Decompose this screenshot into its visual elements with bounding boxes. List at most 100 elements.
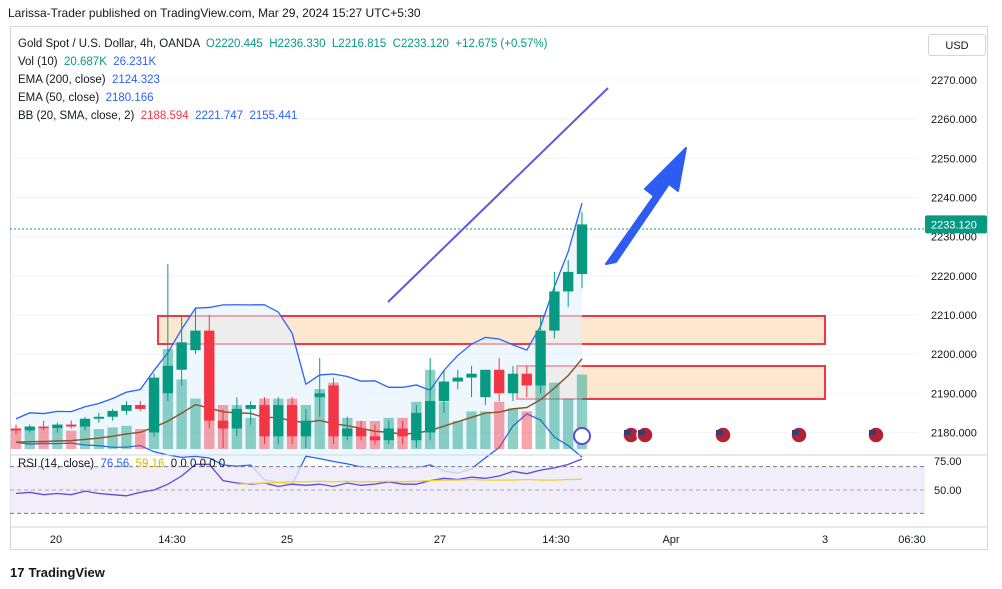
- ema50-value: 2180.166: [105, 92, 154, 104]
- candle-body: [204, 330, 215, 421]
- rsi-tick-label: 75.00: [934, 456, 962, 468]
- time-tick-label: 20: [50, 534, 62, 546]
- price-tick-label: 2270.000: [931, 75, 977, 87]
- legend-ema200-row[interactable]: EMA (200, close) 2124.323: [18, 71, 547, 89]
- ema200-value: 2124.323: [111, 74, 160, 86]
- candle-body: [38, 426, 49, 429]
- time-axis: 20 14:30 25 27 14:30 Apr 3 06:30: [10, 526, 988, 546]
- volume-bar: [79, 425, 91, 449]
- flag-canton: [792, 430, 799, 435]
- bb-label: BB (20, SMA, close, 2): [18, 110, 135, 122]
- candle-body: [466, 373, 477, 378]
- volume-bar: [480, 411, 491, 449]
- ema-path: [15, 358, 583, 443]
- candle-body: [521, 373, 532, 386]
- candle-body: [549, 291, 560, 331]
- volume-bar: [190, 398, 201, 449]
- bb-upper-line: [15, 202, 583, 420]
- candle-body: [135, 405, 146, 409]
- bb-basis-value: 2188.594: [140, 110, 189, 122]
- candle-body: [397, 428, 408, 437]
- ohlc-high: H2236.330: [269, 38, 326, 50]
- lightning-event-icon: [573, 427, 591, 445]
- last-price-badge: [925, 215, 987, 234]
- candle-body: [286, 405, 298, 437]
- chart-legend: Gold Spot / U.S. Dollar, 4h, OANDA O2220…: [18, 35, 547, 125]
- candle-body: [314, 393, 325, 398]
- candle-body: [273, 405, 284, 437]
- publisher-line: Larissa-Trader published on TradingView.…: [8, 6, 421, 20]
- legend-vol-row[interactable]: Vol (10) 20.687K 26.231K: [18, 53, 547, 71]
- price-tick-label: 2260.000: [931, 114, 977, 126]
- rsi-extra-values: 0 0 0 0 0 0: [170, 458, 226, 470]
- volume-bar: [135, 429, 146, 449]
- volume-bar: [452, 421, 463, 449]
- ohlc-change: +12.675 (+0.57%): [455, 38, 548, 50]
- candle-body: [66, 424, 77, 427]
- price-tick-label: 2230.000: [931, 232, 977, 244]
- volume-bar: [563, 398, 574, 449]
- candle-body: [231, 408, 243, 429]
- rsi-legend[interactable]: RSI (14, close) 76.56 59.16 0 0 0 0 0 0: [18, 458, 225, 470]
- flag-canton: [869, 430, 876, 435]
- currency-button[interactable]: USD: [928, 34, 986, 56]
- candle-body: [121, 405, 132, 411]
- candle-body: [383, 428, 394, 441]
- volume-bar: [521, 411, 532, 449]
- price-axis: 2180.000 2190.000 2200.000 2210.000 2220.000…: [925, 75, 987, 439]
- event-markers: [573, 426, 885, 445]
- price-tick-label: 2240.000: [931, 192, 977, 204]
- candle-body: [300, 420, 312, 437]
- rsi-line: [15, 458, 583, 497]
- volume-bar: [38, 429, 49, 449]
- bb-upper-value: 2221.747: [195, 110, 244, 122]
- candle-body: [24, 426, 35, 431]
- legend-ema50-row[interactable]: EMA (50, close) 2180.166: [18, 89, 547, 107]
- volume-bar: [245, 417, 256, 449]
- time-tick-label: 06:30: [898, 534, 926, 546]
- time-tick-label: Apr: [662, 534, 679, 546]
- ema50-label: EMA (50, close): [18, 92, 100, 104]
- time-tick-label: 3: [822, 534, 828, 546]
- time-tick-label: 27: [434, 534, 446, 546]
- volume-bar: [314, 389, 325, 449]
- candle-body: [438, 381, 450, 402]
- candle-body: [190, 330, 201, 351]
- ohlc-close: C2233.120: [392, 38, 449, 50]
- symbol-title: Gold Spot / U.S. Dollar, 4h, OANDA: [18, 38, 200, 50]
- time-tick-label: 14:30: [542, 534, 570, 546]
- candle-body: [535, 330, 546, 386]
- vol-ma-value: 26.231K: [113, 56, 157, 68]
- ema200-label: EMA (200, close): [18, 74, 106, 86]
- candle-body: [563, 271, 574, 292]
- trend-line: [387, 87, 609, 303]
- candle-body: [576, 224, 588, 275]
- price-tick-label: 2250.000: [931, 153, 977, 165]
- price-tick-label: 2210.000: [931, 310, 977, 322]
- price-tick-label: 2220.000: [931, 271, 977, 283]
- flag-canton: [624, 430, 631, 435]
- candle-body: [162, 365, 174, 394]
- rsi-value: 76.56: [100, 458, 130, 470]
- tradingview-logo[interactable]: 17 TradingView: [10, 565, 105, 580]
- candle-body: [52, 424, 63, 429]
- price-tick-label: 2190.000: [931, 388, 977, 400]
- volume-bar: [66, 430, 77, 449]
- legend-bb-row[interactable]: BB (20, SMA, close, 2) 2188.594 2221.747…: [18, 107, 547, 125]
- rsi-label: RSI (14, close): [18, 458, 95, 470]
- volume-bar: [93, 429, 105, 449]
- volume-bar: [24, 430, 35, 449]
- legend-title-row: Gold Spot / U.S. Dollar, 4h, OANDA O2220…: [18, 35, 547, 53]
- candle-body: [10, 428, 22, 431]
- rsi-pane: 75.00 50.00: [10, 454, 988, 514]
- candle-body: [355, 428, 367, 437]
- time-tick-label: 14:30: [158, 534, 186, 546]
- flag-canton: [716, 430, 723, 435]
- volume-bar: [493, 401, 505, 449]
- volume-bar: [52, 429, 63, 449]
- tv-logo-text: TradingView: [28, 565, 105, 580]
- volume-bar: [107, 427, 118, 449]
- candle-body: [245, 405, 256, 409]
- vol-value: 20.687K: [64, 56, 107, 68]
